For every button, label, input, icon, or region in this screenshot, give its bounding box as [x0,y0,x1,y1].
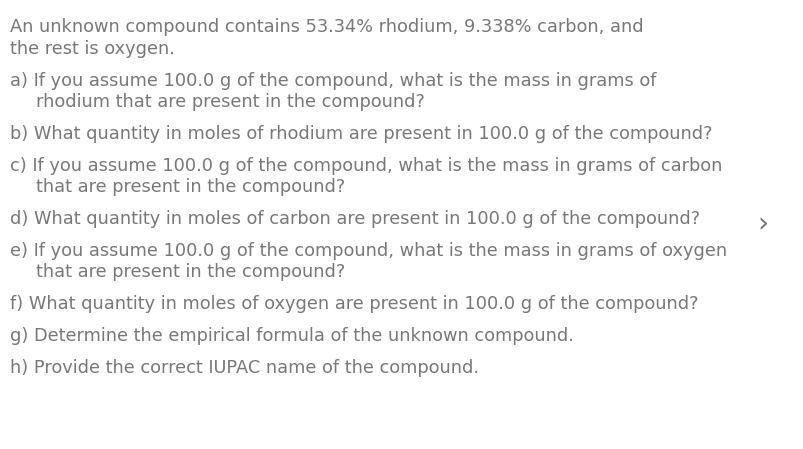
Text: e) If you assume 100.0 g of the compound, what is the mass in grams of oxygen: e) If you assume 100.0 g of the compound… [10,242,726,260]
Text: b) What quantity in moles of rhodium are present in 100.0 g of the compound?: b) What quantity in moles of rhodium are… [10,125,711,143]
Text: g) Determine the empirical formula of the unknown compound.: g) Determine the empirical formula of th… [10,327,573,345]
Text: that are present in the compound?: that are present in the compound? [36,263,344,281]
Text: ›: › [756,210,767,238]
Text: the rest is oxygen.: the rest is oxygen. [10,40,175,58]
Text: d) What quantity in moles of carbon are present in 100.0 g of the compound?: d) What quantity in moles of carbon are … [10,210,699,228]
Text: An unknown compound contains 53.34% rhodium, 9.338% carbon, and: An unknown compound contains 53.34% rhod… [10,18,643,36]
Text: c) If you assume 100.0 g of the compound, what is the mass in grams of carbon: c) If you assume 100.0 g of the compound… [10,157,721,175]
Text: h) Provide the correct IUPAC name of the compound.: h) Provide the correct IUPAC name of the… [10,359,479,377]
Text: rhodium that are present in the compound?: rhodium that are present in the compound… [36,93,424,111]
Text: f) What quantity in moles of oxygen are present in 100.0 g of the compound?: f) What quantity in moles of oxygen are … [10,295,698,313]
Text: that are present in the compound?: that are present in the compound? [36,178,344,196]
Text: a) If you assume 100.0 g of the compound, what is the mass in grams of: a) If you assume 100.0 g of the compound… [10,72,656,90]
